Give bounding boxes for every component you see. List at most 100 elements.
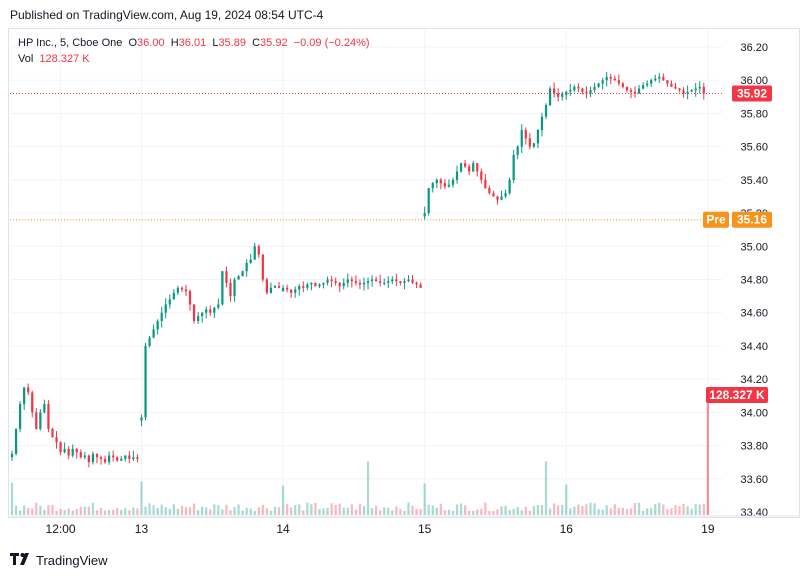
- candle-body: [415, 282, 418, 285]
- volume-label: Vol: [18, 53, 34, 65]
- candle-body: [213, 307, 216, 313]
- volume-bar: [237, 504, 240, 515]
- volume-bar: [605, 505, 608, 515]
- volume-bar: [354, 509, 357, 515]
- candle-body: [569, 90, 572, 92]
- candle-body: [23, 387, 26, 405]
- volume-bar: [330, 503, 333, 515]
- y-tick-label: 35.60: [740, 142, 768, 154]
- volume-bar: [536, 504, 540, 515]
- volume-bar: [205, 507, 208, 515]
- volume-bar: [99, 508, 103, 515]
- volume-bar: [245, 507, 248, 515]
- y-tick-label: 35.00: [740, 241, 768, 253]
- volume-bar: [431, 505, 434, 515]
- candle-body: [334, 281, 337, 283]
- y-axis: 36.2036.0035.8035.6035.4035.2035.0034.80…: [740, 42, 768, 519]
- candle-body: [140, 417, 143, 421]
- volume-bar: [91, 502, 95, 515]
- pre-price-tag-box: [732, 211, 772, 228]
- candle-body: [650, 80, 653, 84]
- candle-body: [561, 93, 564, 97]
- candle-body: [370, 279, 374, 282]
- y-tick-label: 33.60: [740, 474, 768, 486]
- candle-body: [229, 282, 232, 297]
- candle-body: [431, 183, 434, 189]
- volume-bar: [642, 511, 645, 515]
- volume-bar: [87, 506, 90, 515]
- candle-body: [31, 392, 34, 413]
- candle-body: [678, 88, 681, 91]
- volume-tag-box: [706, 387, 768, 403]
- volume-bar: [451, 510, 455, 515]
- candle-body: [350, 279, 353, 282]
- volume-bar: [136, 508, 139, 515]
- volume-bar: [71, 510, 74, 515]
- volume-bar: [112, 509, 115, 515]
- volume-bar: [544, 461, 548, 515]
- volume-bar: [524, 506, 527, 515]
- volume-bar: [156, 507, 159, 515]
- footer-brand[interactable]: TradingView: [10, 553, 108, 568]
- candle-body: [666, 80, 669, 84]
- volume-bar: [59, 508, 62, 515]
- volume-bar: [229, 510, 232, 515]
- candle-body: [318, 284, 321, 287]
- candle-body: [148, 337, 151, 346]
- candle-body: [633, 91, 637, 94]
- volume-bar: [95, 510, 99, 515]
- candle-body: [209, 309, 212, 313]
- volume-bar: [528, 510, 531, 515]
- volume-bar: [310, 504, 313, 515]
- candle-body: [480, 171, 483, 180]
- pre-label-tag: Pre: [706, 213, 726, 227]
- volume-bar: [662, 504, 665, 515]
- candle-body: [597, 83, 600, 87]
- volume-bar: [180, 505, 184, 515]
- volume-bar: [338, 503, 341, 515]
- candle-body: [290, 289, 293, 293]
- candle-body: [197, 316, 200, 322]
- candle-body: [39, 412, 42, 429]
- volume-bar: [698, 504, 701, 515]
- volume-bar: [379, 510, 382, 515]
- candle-body: [302, 286, 305, 288]
- candle-body: [698, 86, 701, 89]
- volume-bar: [14, 505, 18, 515]
- volume-bar: [261, 504, 264, 515]
- candle-body: [201, 312, 204, 317]
- candle-body: [269, 287, 273, 293]
- candle-body: [59, 442, 62, 453]
- volume-bar: [613, 504, 616, 515]
- volume-bar: [39, 505, 42, 515]
- candle-body: [67, 448, 70, 456]
- candle-body: [35, 412, 38, 429]
- candle-body: [217, 304, 220, 308]
- volume-bar: [512, 508, 515, 515]
- candle-body: [662, 76, 665, 81]
- candle-body: [10, 453, 14, 458]
- volume-bar: [577, 504, 580, 515]
- candle-body: [439, 179, 442, 184]
- volume-bar: [43, 509, 46, 515]
- volume-bar: [694, 504, 697, 515]
- volume-bar: [476, 509, 479, 515]
- volume-bar: [553, 503, 556, 515]
- candle-body: [253, 246, 256, 260]
- candle-body: [221, 271, 224, 305]
- volume-bar: [257, 507, 260, 515]
- candle-body: [51, 428, 54, 438]
- candle-body: [455, 171, 459, 180]
- y-tick-label: 34.80: [740, 275, 768, 287]
- volume-bar: [395, 506, 398, 515]
- volume-bar: [346, 507, 349, 515]
- x-tick-label: 14: [276, 522, 290, 536]
- volume-bar: [124, 508, 127, 515]
- volume-bar: [209, 509, 212, 515]
- volume-bar: [411, 505, 414, 515]
- candle-body: [120, 458, 123, 461]
- candle-body: [573, 86, 576, 91]
- volume-bar: [391, 510, 394, 515]
- volume-bar: [548, 508, 552, 515]
